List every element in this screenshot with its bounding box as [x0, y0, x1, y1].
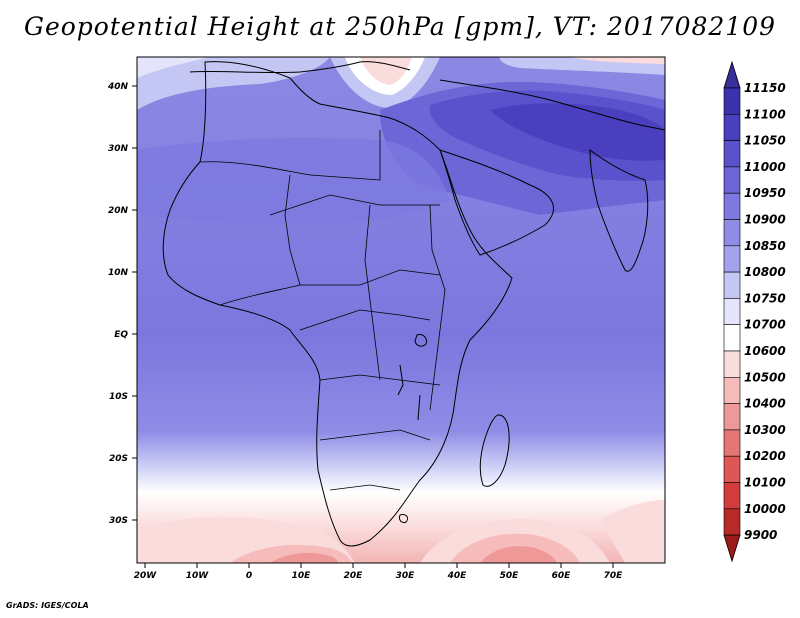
latitude-axis: 40N 30N 20N 10N EQ 10S 20S 30S [107, 82, 137, 526]
colorbar-bin [723, 429, 741, 457]
colorbar-bin [723, 455, 741, 483]
colorbar-label: 10700 [744, 318, 786, 332]
lon-label: 0 [246, 571, 252, 581]
lon-label: 70E [604, 571, 624, 581]
lat-label: 30N [108, 144, 129, 154]
colorbar-label: 11000 [744, 160, 786, 174]
lat-label: EQ [114, 330, 128, 340]
colorbar-label: 10800 [744, 265, 786, 279]
colorbar-bin [723, 87, 741, 115]
colorbar-label: 10300 [744, 423, 786, 437]
colorbar-min-arrow [723, 534, 741, 563]
colorbar: 11150 11100 11050 11000 10950 10900 10850 10800… [723, 60, 786, 563]
colorbar-bin [723, 298, 741, 325]
colorbar-bin [723, 271, 741, 299]
colorbar-bin [723, 140, 741, 168]
colorbar-bin [723, 350, 741, 378]
colorbar-bin [723, 166, 741, 194]
colorbar-label: 11050 [744, 134, 786, 148]
colorbar-bin [723, 219, 741, 247]
colorbar-bin [723, 403, 741, 431]
lon-label: 50E [500, 571, 520, 581]
footer-credit: GrADS: IGES/COLA [6, 601, 89, 610]
colorbar-label: 10100 [744, 476, 786, 490]
colorbar-bin [723, 114, 741, 141]
lat-label: 30S [109, 516, 128, 526]
lon-label: 10W [186, 571, 210, 581]
colorbar-label: 10400 [744, 397, 786, 411]
lon-label: 60E [552, 571, 572, 581]
lat-label: 20S [109, 454, 128, 464]
lon-label: 20W [134, 571, 158, 581]
coastlines [162, 61, 665, 547]
lon-label: 30E [396, 571, 416, 581]
colorbar-bin [723, 508, 741, 536]
lat-label: 10S [109, 392, 128, 402]
colorbar-bin [723, 376, 741, 404]
colorbar-label: 11100 [744, 107, 786, 121]
map-frame [136, 56, 666, 564]
colorbar-bin [723, 245, 741, 273]
colorbar-label: 9900 [744, 528, 777, 542]
lon-label: 40E [447, 571, 468, 581]
chart-title: Geopotential Height at 250hPa [gpm], VT:… [23, 12, 777, 41]
colorbar-label: 10900 [744, 213, 786, 227]
lon-label: 10E [292, 571, 312, 581]
colorbar-bin [723, 192, 741, 220]
colorbar-bin [723, 324, 741, 352]
height-field [137, 57, 665, 563]
lat-label: 20N [108, 206, 129, 216]
colorbar-label: 10200 [744, 449, 786, 463]
longitude-axis: 20W 10W 0 10E 20E 30E 40E 50E 60E 70E [134, 563, 623, 581]
colorbar-label: 10000 [744, 502, 786, 516]
colorbar-bin [723, 482, 741, 510]
colorbar-label: 10600 [744, 344, 786, 358]
colorbar-label: 10750 [744, 291, 786, 305]
colorbar-label: 10950 [744, 186, 786, 200]
lon-label: 20E [344, 571, 364, 581]
lat-label: 10N [108, 268, 129, 278]
colorbar-max-arrow [723, 60, 741, 89]
colorbar-label: 11150 [744, 81, 786, 95]
colorbar-label: 10500 [744, 370, 786, 384]
colorbar-label: 10850 [744, 239, 786, 253]
lat-label: 40N [107, 82, 129, 92]
